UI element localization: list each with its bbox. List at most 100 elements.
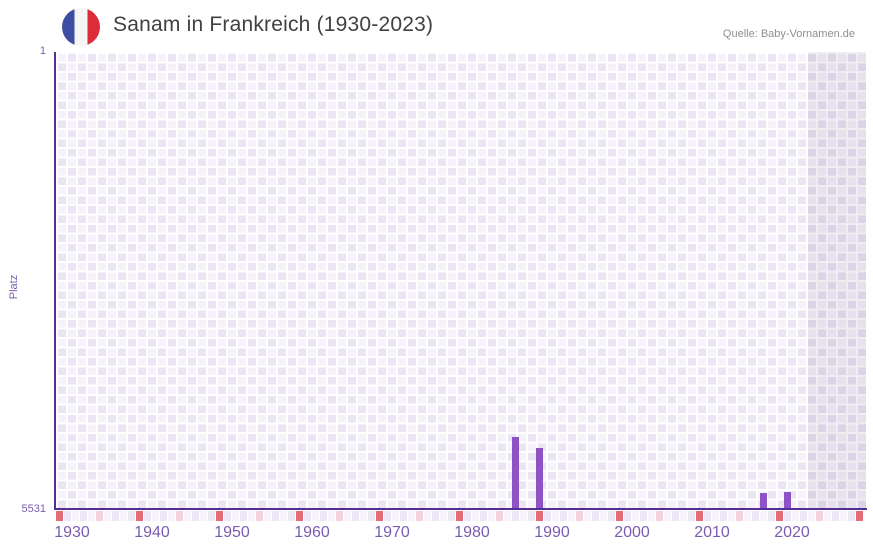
year-cell-1958: [288, 511, 295, 521]
year-cell-1987: [520, 511, 527, 521]
year-cell-1983: [488, 511, 495, 521]
x-axis-baseline: [54, 508, 867, 510]
year-cell-2029: [856, 511, 863, 521]
y-axis-tick-bottom: 5531: [21, 503, 46, 515]
year-cell-1942: [160, 511, 167, 521]
chart-title: Sanam in Frankreich (1930-2023): [113, 13, 434, 36]
year-cell-2017: [760, 511, 767, 521]
year-cell-2018: [768, 511, 775, 521]
x-axis-tick-1990: 1990: [534, 524, 570, 541]
year-cell-1985: [504, 511, 511, 521]
year-cell-1937: [120, 511, 127, 521]
year-cell-2004: [656, 511, 663, 521]
year-cell-1991: [552, 511, 559, 521]
year-cell-1955: [264, 511, 271, 521]
year-cell-1931: [72, 511, 79, 521]
year-cell-1966: [352, 511, 359, 521]
year-cell-1944: [176, 511, 183, 521]
year-cell-1941: [152, 511, 159, 521]
x-axis-tick-2010: 2010: [694, 524, 730, 541]
year-cell-1964: [336, 511, 343, 521]
source-credit: Quelle: Baby-Vornamen.de: [722, 28, 855, 40]
year-cell-1984: [496, 511, 503, 521]
year-cell-1947: [200, 511, 207, 521]
year-cell-1974: [416, 511, 423, 521]
year-cell-1971: [392, 511, 399, 521]
year-cell-1967: [360, 511, 367, 521]
year-cell-1945: [184, 511, 191, 521]
year-cell-2006: [672, 511, 679, 521]
year-cell-1961: [312, 511, 319, 521]
rank-bar-1989: [536, 447, 543, 509]
year-cell-1956: [272, 511, 279, 521]
year-cell-1963: [328, 511, 335, 521]
year-cell-2028: [848, 511, 855, 521]
year-cell-1953: [248, 511, 255, 521]
rank-bar-2017: [760, 493, 767, 509]
year-cell-1977: [440, 511, 447, 521]
year-cell-1990: [544, 511, 551, 521]
year-cell-1943: [168, 511, 175, 521]
year-cell-2000: [624, 511, 631, 521]
year-cell-2026: [832, 511, 839, 521]
year-cell-1950: [224, 511, 231, 521]
year-cell-1946: [192, 511, 199, 521]
year-cell-1999: [616, 511, 623, 521]
year-cell-1976: [432, 511, 439, 521]
year-cell-1986: [512, 511, 519, 521]
year-cell-1965: [344, 511, 351, 521]
year-cell-1978: [448, 511, 455, 521]
year-cell-2015: [744, 511, 751, 521]
year-cell-2013: [728, 511, 735, 521]
year-cell-2025: [824, 511, 831, 521]
year-cell-1975: [424, 511, 431, 521]
year-cell-1972: [400, 511, 407, 521]
year-cell-1998: [608, 511, 615, 521]
year-cell-1996: [592, 511, 599, 521]
year-cell-1930: [64, 511, 71, 521]
year-cell-1939: [136, 511, 143, 521]
year-cell-1969: [376, 511, 383, 521]
year-cell-1993: [568, 511, 575, 521]
year-cell-1995: [584, 511, 591, 521]
year-cell-2005: [664, 511, 671, 521]
year-cell-1988: [528, 511, 535, 521]
year-cell-1957: [280, 511, 287, 521]
year-cell-1989: [536, 511, 543, 521]
x-axis-tick-1980: 1980: [454, 524, 490, 541]
year-cell-1934: [96, 511, 103, 521]
year-cell-1933: [88, 511, 95, 521]
recent-years-band: [808, 52, 866, 509]
year-cell-1935: [104, 511, 111, 521]
y-axis-tick-top: 1: [39, 45, 46, 57]
rank-bar-1986: [512, 437, 519, 509]
x-axis-tick-1960: 1960: [294, 524, 330, 541]
rank-bar-2020: [784, 491, 791, 509]
plot-area: [56, 52, 866, 509]
year-cell-2010: [704, 511, 711, 521]
year-cell-1951: [232, 511, 239, 521]
year-cell-2020: [784, 511, 791, 521]
year-cell-1997: [600, 511, 607, 521]
year-cell-2007: [680, 511, 687, 521]
year-cell-2003: [648, 511, 655, 521]
year-cell-2008: [688, 511, 695, 521]
year-cell-1962: [320, 511, 327, 521]
y-axis-line: [54, 52, 56, 510]
x-axis-tick-1970: 1970: [374, 524, 410, 541]
x-axis-tick-1930: 1930: [54, 524, 90, 541]
year-cell-1936: [112, 511, 119, 521]
year-cell-1982: [480, 511, 487, 521]
year-cell-1948: [208, 511, 215, 521]
y-axis-label: Platz: [8, 274, 20, 300]
year-cell-2012: [720, 511, 727, 521]
x-axis-tick-2020: 2020: [774, 524, 810, 541]
year-cell-1981: [472, 511, 479, 521]
year-cell-1973: [408, 511, 415, 521]
year-cell-1952: [240, 511, 247, 521]
year-cell-2009: [696, 511, 703, 521]
year-cell-2014: [736, 511, 743, 521]
year-cell-1970: [384, 511, 391, 521]
x-axis-tick-1950: 1950: [214, 524, 250, 541]
x-axis-tick-2000: 2000: [614, 524, 650, 541]
